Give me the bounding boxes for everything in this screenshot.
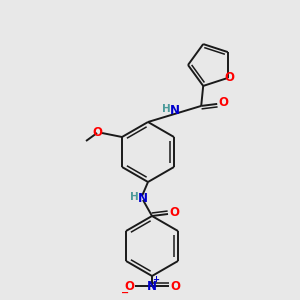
Text: +: + bbox=[152, 275, 160, 284]
Text: N: N bbox=[138, 193, 148, 206]
Text: O: O bbox=[92, 125, 102, 139]
Text: N: N bbox=[147, 280, 157, 292]
Text: −: − bbox=[121, 288, 129, 298]
Text: N: N bbox=[169, 104, 180, 118]
Text: H: H bbox=[162, 104, 171, 114]
Text: O: O bbox=[124, 280, 134, 292]
Text: O: O bbox=[218, 96, 228, 110]
Text: O: O bbox=[170, 280, 180, 292]
Text: H: H bbox=[130, 192, 138, 202]
Text: O: O bbox=[225, 71, 235, 84]
Text: O: O bbox=[169, 206, 179, 220]
